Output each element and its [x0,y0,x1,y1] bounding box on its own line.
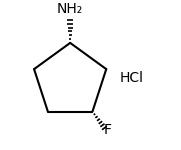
Text: F: F [104,123,112,137]
Text: HCl: HCl [119,71,143,85]
Text: NH₂: NH₂ [57,2,83,16]
